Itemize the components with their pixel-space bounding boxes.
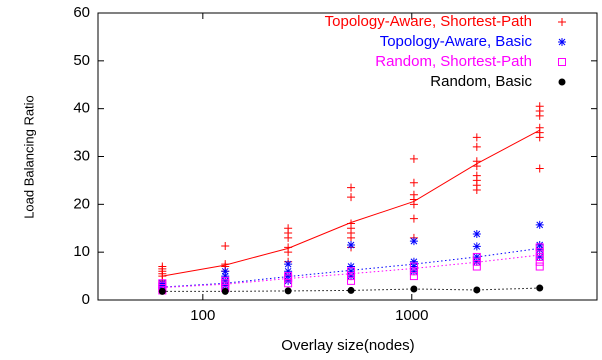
point xyxy=(409,237,418,246)
point xyxy=(347,272,356,281)
point xyxy=(472,171,481,180)
point xyxy=(472,242,481,251)
point xyxy=(158,279,167,288)
point xyxy=(347,219,356,228)
legend-marker xyxy=(558,38,566,46)
point xyxy=(284,243,293,252)
point xyxy=(284,287,292,295)
point xyxy=(284,276,293,285)
point xyxy=(221,281,230,290)
mean-line xyxy=(162,254,540,289)
point xyxy=(535,252,544,261)
point xyxy=(535,123,544,132)
point xyxy=(221,260,230,269)
point xyxy=(158,262,167,271)
point xyxy=(347,267,356,276)
point xyxy=(473,286,481,294)
point xyxy=(472,262,481,271)
y-tick-label: 0 xyxy=(82,291,90,308)
point xyxy=(535,248,544,257)
point xyxy=(347,276,356,285)
x-axis-label: Overlay size(nodes) xyxy=(281,337,414,354)
point xyxy=(409,272,418,281)
point xyxy=(535,220,544,229)
point xyxy=(409,262,418,271)
legend-marker xyxy=(558,58,566,66)
legend-label: Random, Shortest-Path xyxy=(375,53,532,70)
point xyxy=(535,164,544,173)
point xyxy=(409,267,418,276)
point xyxy=(221,276,230,285)
point xyxy=(158,287,166,295)
point xyxy=(535,102,544,111)
point xyxy=(472,229,481,238)
legend-marker xyxy=(558,18,566,26)
legend-marker xyxy=(558,78,566,86)
point xyxy=(472,257,481,266)
point xyxy=(409,214,418,223)
point xyxy=(535,243,544,252)
point xyxy=(347,240,356,249)
point xyxy=(221,267,230,276)
y-axis-label: Load Balancing Ratio xyxy=(21,95,36,219)
point xyxy=(347,286,355,294)
y-tick-label: 50 xyxy=(73,52,90,69)
point xyxy=(535,257,544,266)
point xyxy=(535,252,544,261)
point xyxy=(284,260,293,269)
x-tick-label: 1000 xyxy=(395,307,428,324)
mean-line xyxy=(162,129,540,277)
y-tick-label: 40 xyxy=(73,100,90,117)
point xyxy=(535,240,544,249)
point xyxy=(221,241,230,250)
point xyxy=(347,193,356,202)
point xyxy=(409,267,418,276)
point xyxy=(409,178,418,187)
point xyxy=(284,267,293,276)
point xyxy=(347,262,356,271)
point xyxy=(347,272,356,281)
point xyxy=(409,190,418,199)
legend-label: Topology-Aware, Basic xyxy=(380,33,533,50)
point xyxy=(409,257,418,266)
point xyxy=(221,287,229,295)
point xyxy=(472,142,481,151)
y-tick-label: 60 xyxy=(73,4,90,21)
x-tick-label: 100 xyxy=(190,307,215,324)
point xyxy=(409,154,418,163)
point xyxy=(535,262,544,271)
legend-label: Random, Basic xyxy=(430,73,532,90)
y-tick-label: 20 xyxy=(73,195,90,212)
legend-label: Topology-Aware, Shortest-Path xyxy=(325,13,532,30)
point xyxy=(158,279,167,288)
point xyxy=(284,272,293,281)
point xyxy=(284,272,293,281)
point xyxy=(284,224,293,233)
point xyxy=(221,272,230,281)
point xyxy=(472,133,481,142)
point xyxy=(472,257,481,266)
point xyxy=(347,267,356,276)
point xyxy=(535,245,544,254)
point xyxy=(472,252,481,261)
point xyxy=(472,157,481,166)
point xyxy=(347,183,356,192)
point xyxy=(536,284,544,292)
point xyxy=(472,252,481,261)
point xyxy=(410,285,418,293)
point xyxy=(221,276,230,285)
point xyxy=(409,262,418,271)
y-tick-label: 30 xyxy=(73,147,90,164)
y-tick-label: 10 xyxy=(73,243,90,260)
